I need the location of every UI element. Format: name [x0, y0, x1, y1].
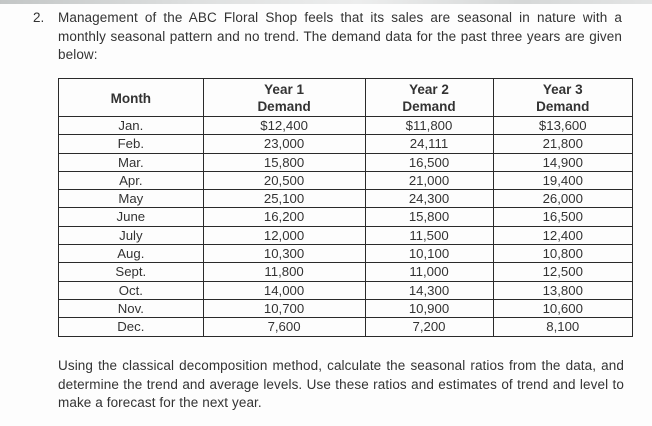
demand-cell-y1: 12,000	[202, 225, 366, 246]
demand-cell-y2: 24,111	[364, 134, 494, 154]
demand-cell-y1: $12,400	[202, 115, 366, 136]
table-row: Oct. 14,000 14,300 13,800	[58, 280, 633, 300]
demand-cell-y2: 11,500	[364, 225, 494, 246]
month-cell: Dec.	[58, 317, 204, 337]
demand-cell-y1: 15,800	[202, 152, 366, 172]
column-header-month: Month	[58, 78, 204, 117]
demand-cell-y2: 15,800	[364, 207, 494, 227]
demand-cell-y2: 24,300	[364, 189, 494, 209]
table-row: Nov. 10,700 10,900 10,600	[58, 298, 633, 319]
table-row: Jan. $12,400 $11,800 $13,600	[58, 115, 633, 136]
demand-cell-y2: 21,000	[364, 170, 494, 191]
table-row: July 12,000 11,500 12,400	[58, 225, 633, 246]
demand-cell-y2: 14,300	[364, 280, 494, 300]
demand-cell-y1: 7,600	[202, 317, 366, 337]
demand-cell-y3: 14,900	[492, 152, 633, 172]
demand-cell-y2: 10,900	[364, 298, 494, 319]
table-row: Mar. 15,800 16,500 14,900	[58, 152, 633, 172]
demand-cell-y1: 25,100	[202, 189, 366, 209]
month-cell: Aug.	[58, 244, 204, 264]
problem-statement: 2. Management of the ABC Floral Shop fee…	[33, 9, 625, 65]
month-cell: Feb.	[58, 134, 204, 154]
demand-cell-y2: 7,200	[364, 317, 494, 337]
demand-cell-y2: 16,500	[364, 152, 494, 172]
closing-instructions-text: Using the classical decomposition method…	[58, 358, 624, 410]
demand-cell-y3: 10,800	[492, 244, 633, 264]
column-header-sublabel: Demand	[402, 99, 456, 114]
demand-cell-y2: 10,100	[364, 244, 494, 264]
demand-cell-y3: 19,400	[492, 170, 633, 191]
column-header-label: Month	[110, 90, 152, 106]
problem-intro-text: Management of the ABC Floral Shop feels …	[58, 10, 622, 62]
demand-cell-y1: 20,500	[202, 170, 366, 191]
scan-edge-artifact	[0, 0, 652, 4]
column-header-year3: Year 3 Demand	[492, 78, 633, 117]
table-row: Apr. 20,500 21,000 19,400	[58, 170, 633, 191]
column-header-label: Year 1	[264, 82, 304, 97]
demand-cell-y1: 10,300	[202, 244, 366, 264]
demand-cell-y3: 8,100	[492, 317, 633, 337]
demand-cell-y1: 14,000	[202, 280, 366, 300]
demand-cell-y1: 11,800	[202, 262, 366, 282]
column-header-year2: Year 2 Demand	[364, 78, 494, 117]
column-header-sublabel: Demand	[536, 99, 590, 114]
demand-cell-y3: $13,600	[492, 115, 633, 136]
table-row: Sept. 11,800 11,000 12,500	[58, 262, 633, 282]
month-cell: July	[58, 225, 204, 246]
month-cell: Jan.	[58, 115, 204, 136]
demand-cell-y3: 12,500	[492, 262, 633, 282]
demand-cell-y1: 23,000	[202, 134, 366, 154]
table-header-row: Month Year 1 Demand Year 2 Demand Year 3…	[58, 78, 633, 117]
demand-table: Month Year 1 Demand Year 2 Demand Year 3…	[58, 78, 633, 337]
column-header-year1: Year 1 Demand	[202, 78, 366, 117]
demand-cell-y3: 10,600	[492, 298, 633, 319]
demand-cell-y3: 26,000	[492, 189, 633, 209]
demand-cell-y1: 16,200	[202, 207, 366, 227]
problem-number: 2.	[33, 10, 45, 25]
month-cell: Nov.	[58, 298, 204, 319]
month-cell: May	[58, 189, 204, 209]
column-header-label: Year 2	[409, 82, 449, 97]
demand-cell-y3: 13,800	[492, 280, 633, 300]
month-cell: June	[58, 207, 204, 227]
month-cell: Mar.	[58, 152, 204, 172]
month-cell: Oct.	[58, 280, 204, 300]
month-cell: Apr.	[58, 170, 204, 191]
table-row: Aug. 10,300 10,100 10,800	[58, 244, 633, 264]
demand-cell-y2: 11,000	[364, 262, 494, 282]
demand-cell-y3: 12,400	[492, 225, 633, 246]
table-row: Dec. 7,600 7,200 8,100	[58, 317, 633, 337]
demand-cell-y1: 10,700	[202, 298, 366, 319]
table-row: Feb. 23,000 24,111 21,800	[58, 134, 633, 154]
demand-cell-y3: 16,500	[492, 207, 633, 227]
column-header-sublabel: Demand	[257, 99, 311, 114]
table-row: May 25,100 24,300 26,000	[58, 189, 633, 209]
table-row: June 16,200 15,800 16,500	[58, 207, 633, 227]
demand-cell-y3: 21,800	[492, 134, 633, 154]
column-header-label: Year 3	[542, 82, 583, 97]
month-cell: Sept.	[58, 262, 204, 282]
demand-cell-y2: $11,800	[364, 115, 494, 136]
